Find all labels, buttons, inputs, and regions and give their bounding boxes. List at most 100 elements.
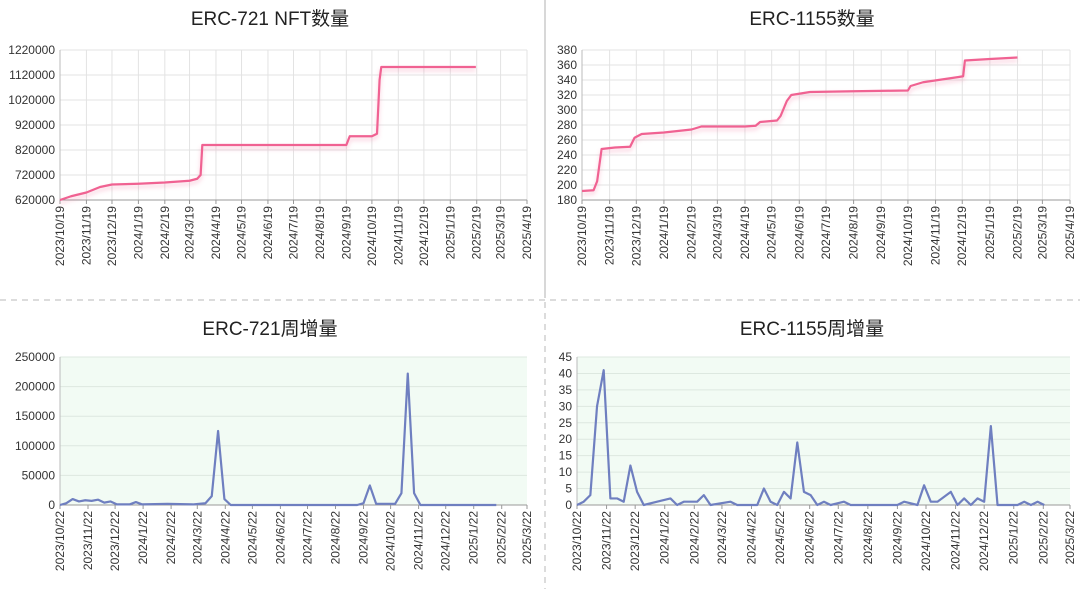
x-tick-label: 2025/3/22 bbox=[520, 511, 534, 565]
x-tick-label: 2024/8/19 bbox=[847, 206, 861, 260]
x-tick-label: 2024/2/19 bbox=[158, 206, 172, 260]
x-tick-label: 2024/1/22 bbox=[136, 511, 150, 565]
data-line bbox=[581, 56, 1018, 193]
plot-background bbox=[577, 357, 1070, 505]
y-tick-label: 1020000 bbox=[8, 93, 55, 107]
x-tick-label: 2024/5/19 bbox=[765, 206, 779, 260]
x-tick-label: 2025/3/19 bbox=[1035, 206, 1049, 260]
x-tick-label: 2024/3/19 bbox=[710, 206, 724, 260]
x-tick-label: 2023/10/22 bbox=[570, 511, 584, 571]
x-tick-label: 2025/1/22 bbox=[467, 511, 481, 565]
x-tick-label: 2024/6/19 bbox=[261, 206, 275, 260]
x-tick-label: 2024/11/19 bbox=[929, 206, 943, 265]
x-tick-label: 2024/10/22 bbox=[919, 511, 933, 571]
y-tick-label: 320 bbox=[557, 88, 577, 102]
x-tick-label: 2024/7/22 bbox=[831, 511, 845, 565]
x-tick-label: 2024/12/22 bbox=[977, 511, 991, 571]
x-tick-label: 2025/3/22 bbox=[1063, 511, 1077, 565]
y-tick-label: 45 bbox=[559, 350, 573, 364]
data-line bbox=[576, 369, 1045, 507]
x-tick-label: 2024/7/19 bbox=[819, 206, 833, 260]
x-tick-label: 2023/12/22 bbox=[108, 511, 122, 571]
y-tick-label: 180 bbox=[557, 193, 577, 207]
y-tick-label: 380 bbox=[557, 43, 577, 57]
x-tick-label: 2024/12/19 bbox=[955, 206, 969, 266]
x-tick-label: 2025/1/22 bbox=[1007, 511, 1021, 565]
x-tick-label: 2023/10/22 bbox=[53, 511, 67, 571]
x-tick-label: 2023/10/19 bbox=[53, 206, 67, 266]
y-tick-label: 40 bbox=[559, 366, 573, 380]
y-tick-label: 35 bbox=[559, 383, 573, 397]
x-tick-label: 2023/10/19 bbox=[575, 206, 589, 266]
x-tick-label: 2025/2/22 bbox=[1036, 511, 1050, 565]
plot-background bbox=[60, 357, 527, 505]
x-tick-label: 2024/7/19 bbox=[287, 206, 301, 260]
x-tick-label: 2024/9/19 bbox=[339, 206, 353, 260]
y-tick-label: 300 bbox=[557, 103, 577, 117]
y-tick-label: 20 bbox=[559, 432, 573, 446]
y-tick-label: 260 bbox=[557, 133, 577, 147]
x-tick-label: 2024/8/22 bbox=[861, 511, 875, 565]
x-tick-label: 2024/9/22 bbox=[357, 511, 371, 565]
x-tick-label: 2024/8/19 bbox=[313, 206, 327, 260]
x-tick-label: 2023/12/22 bbox=[628, 511, 642, 571]
x-tick-label: 2023/11/19 bbox=[79, 206, 93, 265]
x-tick-label: 2024/2/19 bbox=[685, 206, 699, 260]
y-tick-label: 360 bbox=[557, 58, 577, 72]
x-tick-label: 2024/10/22 bbox=[384, 511, 398, 571]
x-tick-label: 2024/6/19 bbox=[792, 206, 806, 260]
x-tick-label: 2024/4/19 bbox=[738, 206, 752, 260]
x-tick-label: 2025/1/19 bbox=[443, 206, 457, 260]
x-tick-label: 2023/12/19 bbox=[629, 206, 643, 266]
data-line bbox=[59, 65, 476, 202]
chart-title: ERC-1155周增量 bbox=[740, 318, 884, 340]
y-tick-label: 280 bbox=[557, 118, 577, 132]
x-tick-label: 2023/12/19 bbox=[105, 206, 119, 266]
y-tick-label: 10 bbox=[559, 465, 573, 479]
x-tick-label: 2024/6/22 bbox=[803, 511, 817, 565]
x-tick-label: 2024/11/22 bbox=[412, 511, 426, 570]
x-tick-label: 2025/3/19 bbox=[494, 206, 508, 260]
x-tick-label: 2024/3/22 bbox=[190, 511, 204, 565]
x-tick-label: 2024/12/19 bbox=[417, 206, 431, 266]
y-tick-label: 15 bbox=[559, 449, 573, 463]
x-tick-label: 2024/12/22 bbox=[439, 511, 453, 571]
chart-title: ERC-1155数量 bbox=[749, 8, 874, 30]
x-tick-label: 2024/10/19 bbox=[901, 206, 915, 266]
y-tick-label: 200 bbox=[557, 178, 577, 192]
x-tick-label: 2024/1/19 bbox=[131, 206, 145, 260]
x-tick-label: 2024/4/22 bbox=[218, 511, 232, 565]
x-tick-label: 2024/1/22 bbox=[658, 511, 672, 565]
y-tick-label: 200000 bbox=[15, 380, 55, 394]
y-tick-label: 220 bbox=[557, 163, 577, 177]
y-tick-label: 720000 bbox=[15, 168, 55, 182]
x-tick-label: 2023/11/22 bbox=[600, 511, 614, 570]
data-line bbox=[59, 372, 497, 507]
x-tick-label: 2024/8/22 bbox=[329, 511, 343, 565]
x-tick-label: 2024/11/22 bbox=[949, 511, 963, 570]
x-tick-label: 2024/10/19 bbox=[365, 206, 379, 266]
x-tick-label: 2025/2/19 bbox=[1010, 206, 1024, 260]
x-tick-label: 2025/2/19 bbox=[470, 206, 484, 260]
x-tick-label: 2025/1/19 bbox=[983, 206, 997, 260]
x-tick-label: 2024/2/22 bbox=[164, 511, 178, 565]
y-tick-label: 920000 bbox=[15, 118, 55, 132]
y-tick-label: 100000 bbox=[15, 439, 55, 453]
x-tick-label: 2023/11/22 bbox=[81, 511, 95, 570]
x-tick-label: 2024/5/22 bbox=[773, 511, 787, 565]
x-tick-label: 2024/1/19 bbox=[657, 206, 671, 260]
y-tick-label: 0 bbox=[565, 498, 572, 512]
x-tick-label: 2024/2/22 bbox=[687, 511, 701, 565]
y-tick-label: 25 bbox=[559, 416, 573, 430]
y-tick-label: 50000 bbox=[22, 468, 56, 482]
chart-title: ERC-721 NFT数量 bbox=[191, 8, 349, 30]
x-tick-label: 2024/3/22 bbox=[715, 511, 729, 565]
x-tick-label: 2024/4/22 bbox=[745, 511, 759, 565]
x-tick-label: 2024/4/19 bbox=[209, 206, 223, 260]
y-tick-label: 340 bbox=[557, 73, 577, 87]
x-tick-label: 2025/4/19 bbox=[520, 206, 534, 260]
x-tick-label: 2023/11/19 bbox=[603, 206, 617, 265]
x-tick-label: 2025/4/19 bbox=[1063, 206, 1077, 260]
y-tick-label: 1220000 bbox=[8, 43, 55, 57]
